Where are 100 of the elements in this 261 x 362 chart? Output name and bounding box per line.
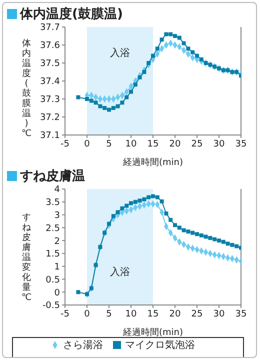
point (89, 98, 94, 103)
point (129, 201, 133, 206)
point (195, 232, 199, 236)
point (94, 100, 98, 105)
y-tick-label: 37.3 (40, 95, 60, 106)
point (190, 230, 195, 235)
y-tick-label: 37.7 (40, 23, 60, 34)
x-tick-label: -5 (60, 309, 70, 320)
point (177, 226, 182, 230)
point (124, 95, 129, 100)
point (234, 244, 239, 248)
point (195, 54, 199, 58)
legend-label: さら湯浴 (63, 340, 103, 351)
point (217, 238, 221, 243)
point (138, 198, 142, 203)
x-tick-label: 35 (235, 139, 247, 150)
x-tick-label: -5 (60, 139, 70, 150)
x-tick-label: 10 (125, 309, 137, 320)
point (160, 199, 164, 204)
x-tick-label: 30 (213, 309, 225, 320)
point (186, 46, 190, 51)
point (151, 194, 155, 198)
point (186, 230, 190, 234)
point (133, 200, 138, 204)
point (142, 197, 146, 202)
point (111, 106, 116, 110)
point (133, 82, 138, 87)
point (120, 206, 124, 210)
y-tick-label: 37.4 (40, 77, 60, 88)
point (151, 54, 155, 58)
point (164, 32, 168, 36)
y-tick-label: 0.5 (46, 275, 60, 286)
y-tick-label: 37.6 (40, 41, 60, 52)
x-tick-label: 25 (191, 139, 203, 150)
point (146, 61, 151, 65)
point (155, 46, 160, 51)
x-tick-label: 0 (84, 139, 90, 150)
point (173, 223, 177, 228)
point (182, 228, 186, 232)
point (212, 237, 217, 242)
y-tick-label: 2.5 (46, 224, 60, 234)
point (129, 90, 133, 94)
point (199, 233, 204, 238)
x-tick-label: 5 (106, 309, 112, 320)
x-tick-label: 0 (84, 309, 90, 320)
point (164, 211, 168, 216)
point (111, 214, 116, 218)
x-tick-label: 20 (169, 309, 181, 320)
point (85, 97, 89, 101)
point (124, 204, 129, 208)
chart-title: 体内温度(鼓膜温) (20, 6, 123, 23)
x-axis-title: 経過時間(min) (122, 327, 183, 338)
point (76, 95, 80, 100)
x-tick-label: 15 (147, 139, 159, 150)
point (190, 50, 195, 54)
point (76, 290, 80, 294)
y-tick-label: 37.5 (40, 59, 60, 70)
point (160, 38, 164, 42)
y-tick-label: 0 (54, 288, 60, 298)
y-tick-label: -0.5 (42, 301, 60, 312)
point (116, 210, 120, 214)
point (155, 195, 160, 200)
text: すね皮膚温変化量℃ (21, 213, 32, 303)
x-tick-label: 10 (125, 139, 137, 150)
x-tick-label: 25 (191, 309, 203, 320)
y-tick-label: 3.5 (46, 198, 60, 208)
band-label: 入浴 (110, 47, 130, 60)
x-tick-label: 5 (106, 139, 112, 150)
text: 体内温度(鼓膜温)℃ (21, 39, 32, 139)
x-tick-label: 20 (169, 139, 181, 150)
y-tick-label: 37.2 (40, 113, 60, 124)
y-tick-label: 4 (54, 185, 60, 196)
point (146, 195, 151, 200)
x-tick-label: 35 (235, 309, 247, 320)
point (138, 75, 142, 80)
point (102, 106, 107, 110)
y-tick-label: 3 (54, 210, 60, 221)
point (142, 70, 146, 74)
point (226, 242, 230, 246)
y-tick-label: 2 (54, 236, 60, 247)
x-tick-label: 15 (147, 309, 159, 320)
point (199, 57, 204, 62)
point (168, 32, 173, 36)
point (230, 242, 234, 247)
point (116, 104, 120, 108)
x-tick-label: 30 (213, 139, 225, 150)
point (173, 34, 177, 38)
point (221, 240, 226, 244)
band-label: 入浴 (110, 266, 130, 278)
point (182, 41, 186, 46)
point (208, 236, 212, 240)
point (204, 234, 208, 239)
chart-title: すね皮膚温 (20, 168, 85, 185)
point (177, 36, 182, 40)
y-tick-label: 37.1 (40, 131, 60, 142)
point (98, 104, 102, 108)
point (168, 218, 173, 222)
legend-label: マイクロ気泡浴 (125, 340, 195, 351)
point (107, 222, 111, 226)
point (120, 100, 124, 105)
